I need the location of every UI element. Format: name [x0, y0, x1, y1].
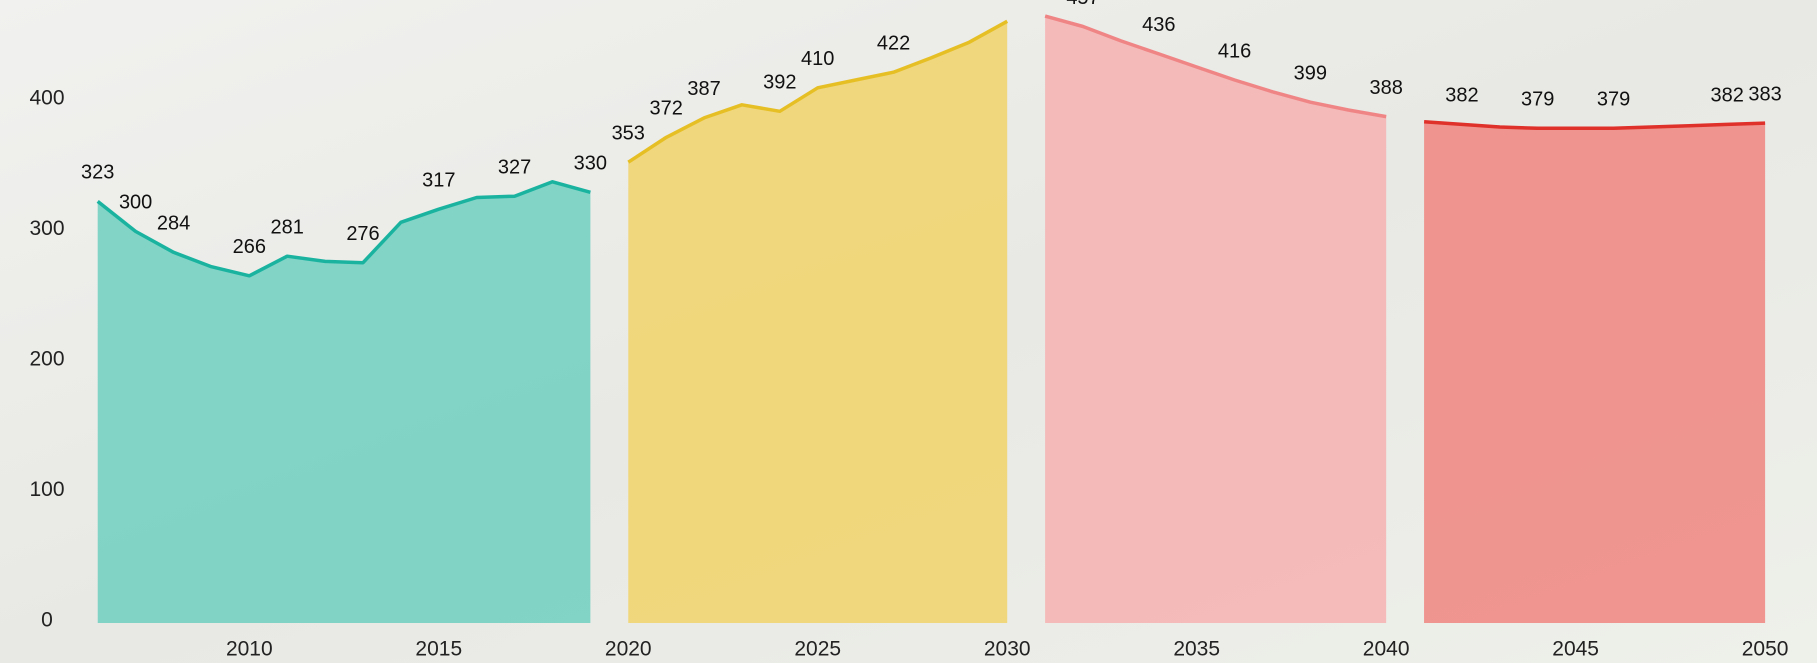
x-tick-label: 2050 — [1742, 638, 1789, 661]
value-label: 392 — [763, 72, 796, 94]
x-tick-label: 2010 — [226, 638, 273, 661]
value-label: 281 — [271, 217, 304, 239]
value-label: 300 — [119, 192, 152, 214]
y-tick-label: 300 — [29, 217, 64, 240]
x-tick-label: 2015 — [415, 638, 462, 661]
value-label: 399 — [1294, 62, 1327, 84]
y-tick-label: 0 — [41, 609, 53, 632]
x-tick-label: 2045 — [1552, 638, 1599, 661]
value-label: 382 — [1711, 85, 1744, 107]
y-tick-label: 400 — [29, 86, 64, 109]
value-label: 276 — [346, 223, 379, 245]
x-tick-label: 2025 — [794, 638, 841, 661]
value-label: 353 — [612, 123, 645, 145]
x-tick-label: 2030 — [984, 638, 1031, 661]
value-label: 372 — [649, 98, 682, 120]
value-label: 410 — [801, 48, 834, 70]
x-tick-label: 2040 — [1363, 638, 1410, 661]
value-label: 266 — [233, 236, 266, 258]
value-label: 379 — [1521, 89, 1554, 111]
value-label: 422 — [877, 32, 910, 54]
area-fill — [1424, 122, 1765, 623]
y-tick-label: 200 — [29, 347, 64, 370]
value-label: 330 — [574, 153, 607, 175]
value-label: 416 — [1218, 40, 1251, 62]
value-label: 317 — [422, 170, 455, 192]
value-label: 382 — [1445, 85, 1478, 107]
value-label: 457 — [1066, 0, 1099, 9]
value-label: 284 — [157, 213, 190, 235]
x-tick-label: 2035 — [1173, 638, 1220, 661]
chart: 3233002842662812763173273303533723873924… — [0, 0, 1817, 663]
value-label: 461 — [991, 0, 1024, 4]
value-label: 387 — [687, 78, 720, 100]
value-label: 327 — [498, 156, 531, 178]
y-tick-label: 100 — [29, 478, 64, 501]
value-label: 379 — [1597, 89, 1630, 111]
page: {"chart_data": { "type": "area", "xlim":… — [0, 0, 1817, 663]
value-label: 383 — [1748, 83, 1781, 105]
value-label: 388 — [1369, 77, 1402, 99]
value-label: 323 — [81, 162, 114, 184]
value-label: 436 — [1142, 14, 1175, 36]
x-tick-label: 2020 — [605, 638, 652, 661]
